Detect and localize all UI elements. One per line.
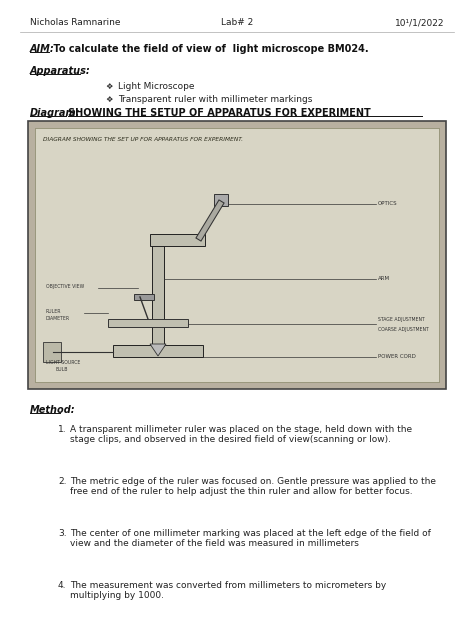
Text: The center of one millimeter marking was placed at the left edge of the field of: The center of one millimeter marking was…: [70, 529, 431, 538]
Text: To calculate the field of view of  light microscope BM024.: To calculate the field of view of light …: [50, 44, 369, 54]
Bar: [108, 319, 188, 327]
Text: Light Microscope: Light Microscope: [118, 82, 194, 91]
Text: DIAMETER: DIAMETER: [46, 316, 70, 321]
Text: Method:: Method:: [30, 405, 76, 415]
Bar: [134, 294, 154, 300]
Text: AIM:: AIM:: [30, 44, 55, 54]
Text: 2.: 2.: [58, 477, 66, 486]
Text: Transparent ruler with millimeter markings: Transparent ruler with millimeter markin…: [118, 95, 312, 104]
Text: OPTICS: OPTICS: [378, 201, 398, 206]
Text: ARM: ARM: [378, 276, 390, 281]
Text: POWER CORD: POWER CORD: [378, 354, 416, 359]
Text: Lab# 2: Lab# 2: [221, 18, 253, 27]
Text: The measurement was converted from millimeters to micrometers by: The measurement was converted from milli…: [70, 581, 386, 590]
Bar: [28, 121, 446, 389]
Text: ❖: ❖: [105, 82, 112, 91]
Text: 1.: 1.: [58, 425, 67, 434]
Text: SHOWING THE SETUP OF APPARATUS FOR EXPERIMENT: SHOWING THE SETUP OF APPARATUS FOR EXPER…: [68, 108, 371, 118]
Text: Apparatus:: Apparatus:: [30, 66, 91, 76]
Text: RULER: RULER: [46, 309, 62, 314]
Text: 10¹/1/2022: 10¹/1/2022: [394, 18, 444, 27]
Text: view and the diameter of the field was measured in millimeters: view and the diameter of the field was m…: [70, 539, 359, 548]
Text: stage clips, and observed in the desired field of view(scanning or low).: stage clips, and observed in the desired…: [70, 435, 391, 444]
Bar: [113, 345, 203, 357]
Text: 3.: 3.: [58, 529, 67, 538]
Text: Diagram:: Diagram:: [30, 108, 81, 118]
Polygon shape: [150, 344, 166, 356]
Text: The metric edge of the ruler was focused on. Gentle pressure was applied to the: The metric edge of the ruler was focused…: [70, 477, 436, 486]
Bar: [43, 342, 61, 362]
Bar: [35, 128, 439, 382]
Bar: [150, 234, 205, 246]
Text: 4.: 4.: [58, 581, 66, 590]
Text: OBJECTIVE VIEW: OBJECTIVE VIEW: [46, 284, 84, 289]
Text: ❖: ❖: [105, 95, 112, 104]
Text: multiplying by 1000.: multiplying by 1000.: [70, 591, 164, 600]
Text: Nicholas Ramnarine: Nicholas Ramnarine: [30, 18, 120, 27]
Text: BULB: BULB: [56, 367, 69, 372]
Text: COARSE ADJUSTMENT: COARSE ADJUSTMENT: [378, 327, 429, 332]
Bar: [214, 194, 228, 206]
Text: A transparent millimeter ruler was placed on the stage, held down with the: A transparent millimeter ruler was place…: [70, 425, 412, 434]
Text: STAGE ADJUSTMENT: STAGE ADJUSTMENT: [378, 317, 425, 322]
Text: free end of the ruler to help adjust the thin ruler and allow for better focus.: free end of the ruler to help adjust the…: [70, 487, 413, 496]
Text: DIAGRAM SHOWING THE SET UP FOR APPARATUS FOR EXPERIMENT.: DIAGRAM SHOWING THE SET UP FOR APPARATUS…: [43, 137, 243, 142]
Bar: [152, 244, 164, 346]
Text: LIGHT SOURCE: LIGHT SOURCE: [46, 360, 81, 365]
